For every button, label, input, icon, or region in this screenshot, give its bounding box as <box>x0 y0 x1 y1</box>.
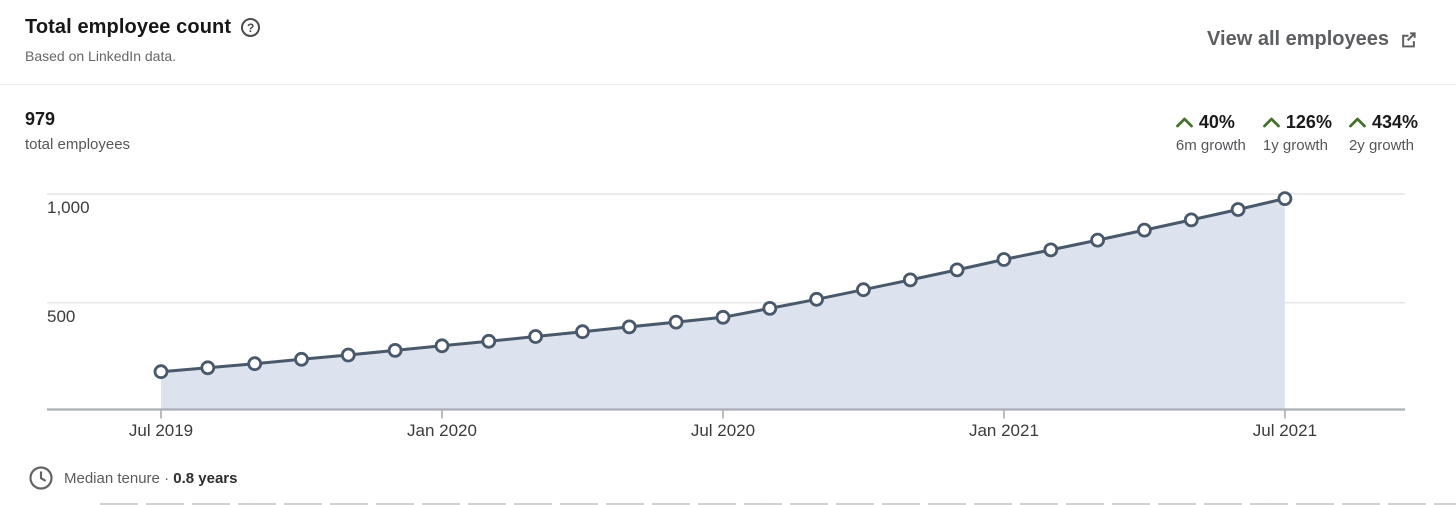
y-axis-label: 1,000 <box>47 198 90 218</box>
median-tenure: Median tenure · 0.8 years <box>28 465 237 491</box>
help-icon[interactable]: ? <box>241 18 261 37</box>
x-axis-label: Jan 2021 <box>968 421 1039 440</box>
data-point[interactable] <box>575 324 590 340</box>
data-point[interactable] <box>621 319 637 335</box>
growth-stat-6m: 40% 6m growth <box>1175 110 1246 155</box>
total-employees-label: total employees <box>25 136 131 153</box>
median-tenure-text: Median tenure · 0.8 years <box>64 469 238 487</box>
growth-value: 126% <box>1285 111 1332 132</box>
data-point[interactable] <box>1137 222 1152 238</box>
data-point[interactable] <box>668 314 684 330</box>
data-point[interactable] <box>1183 212 1199 228</box>
data-point[interactable] <box>762 300 778 316</box>
header: Total employee count ? <box>25 16 261 39</box>
view-all-employees-link[interactable]: View all employees <box>1207 28 1418 51</box>
growth-stat-1y: 126% 1y growth <box>1262 110 1332 155</box>
data-point[interactable] <box>902 272 918 288</box>
growth-stat-2y: 434% 2y growth <box>1348 110 1418 155</box>
view-all-label: View all employees <box>1207 28 1389 50</box>
header-divider <box>0 84 1456 85</box>
data-point[interactable] <box>153 364 169 380</box>
data-point[interactable] <box>247 356 263 372</box>
clock-icon <box>29 466 53 490</box>
cutoff-next-section <box>100 503 1456 505</box>
data-point[interactable] <box>294 351 309 367</box>
growth-up-icon <box>1175 117 1193 127</box>
data-point[interactable] <box>387 342 403 358</box>
page-title: Total employee count <box>25 16 232 38</box>
data-point[interactable] <box>481 333 497 349</box>
x-axis-label: Jul 2021 <box>1252 421 1318 440</box>
y-axis-label: 500 <box>47 306 76 326</box>
data-point[interactable] <box>1277 191 1293 207</box>
area-fill <box>161 198 1285 409</box>
growth-stats: 40% 6m growth 126% 1y growth 434% 2y gro… <box>1175 110 1418 155</box>
data-point[interactable] <box>1230 202 1246 217</box>
growth-up-icon <box>1349 117 1366 127</box>
chart-subtitle: Based on LinkedIn data. <box>25 48 177 64</box>
data-point[interactable] <box>434 338 450 354</box>
total-employees-value: 979 <box>25 109 56 129</box>
data-point[interactable] <box>715 309 731 325</box>
data-point[interactable] <box>200 360 216 376</box>
data-point[interactable] <box>340 347 356 363</box>
median-tenure-value: 0.8 years <box>173 469 238 487</box>
data-point[interactable] <box>856 282 871 298</box>
x-axis-label: Jan 2020 <box>406 421 477 440</box>
growth-label: 2y growth <box>1348 137 1414 154</box>
data-point[interactable] <box>1043 242 1059 258</box>
growth-value: 40% <box>1198 111 1235 132</box>
data-point[interactable] <box>1090 232 1105 248</box>
growth-label: 6m growth <box>1175 137 1246 154</box>
growth-up-icon <box>1263 117 1280 127</box>
growth-value: 434% <box>1371 111 1418 132</box>
external-link-icon <box>1402 32 1416 48</box>
data-point[interactable] <box>996 252 1012 267</box>
x-axis-label: Jul 2020 <box>690 421 756 440</box>
growth-label: 1y growth <box>1262 137 1328 154</box>
data-point[interactable] <box>528 329 543 344</box>
data-point[interactable] <box>949 262 965 278</box>
x-axis-label: Jul 2019 <box>128 421 194 440</box>
data-point[interactable] <box>809 291 824 307</box>
